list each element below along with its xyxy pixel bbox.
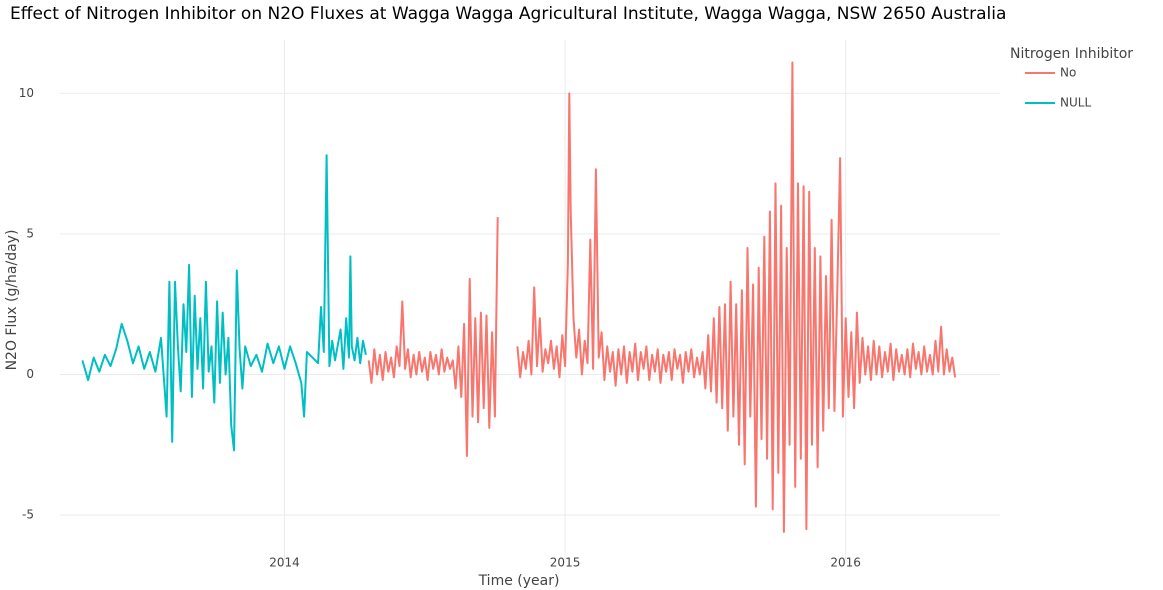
- series-line: [81, 154, 367, 452]
- y-tick-label: 0: [26, 367, 34, 381]
- series-line: [367, 61, 957, 533]
- legend-title: Nitrogen Inhibitor: [1010, 46, 1133, 62]
- x-tick-label: 2014: [269, 556, 300, 570]
- x-axis-title: Time (year): [478, 573, 560, 589]
- y-tick-label: -5: [22, 508, 34, 522]
- y-tick-label: 5: [26, 226, 34, 240]
- x-tick-label: 2016: [830, 556, 861, 570]
- y-axis-title: N2O Flux (g/ha/day): [4, 230, 20, 371]
- legend-label: No: [1060, 66, 1076, 80]
- legend-label: NULL: [1060, 96, 1091, 110]
- y-tick-label: 10: [19, 86, 34, 100]
- x-tick-label: 2015: [550, 556, 581, 570]
- chart-title: Effect of Nitrogen Inhibitor on N2O Flux…: [10, 4, 1006, 24]
